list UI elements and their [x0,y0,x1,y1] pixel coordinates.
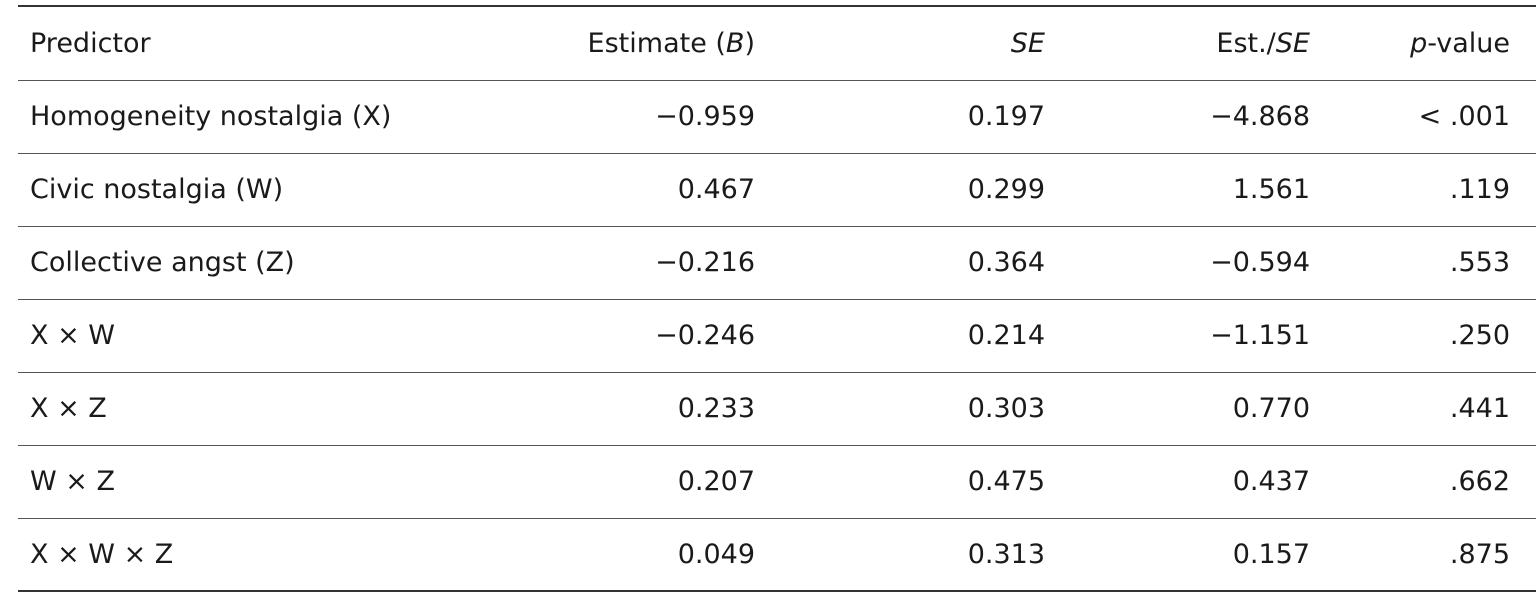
cell-est-se: 1.561 [1232,174,1310,205]
cell-se: 0.299 [967,174,1045,205]
cell-estimate: 0.207 [677,466,755,497]
cell-predictor: Homogeneity nostalgia (X) [30,101,392,132]
cell-p-value: .553 [1449,247,1510,278]
cell-estimate: 0.233 [677,393,755,424]
regression-table-container: Predictor Estimate (B) SE Est./SE p-valu… [18,5,1536,592]
header-estimate-prefix: Estimate ( [587,27,726,59]
cell-se: 0.197 [967,101,1045,132]
cell-estimate: 0.049 [677,538,755,570]
table-row: X × Z 0.233 0.303 0.770 .441 [18,372,1536,445]
cell-predictor: X × W [30,320,115,351]
table-row: Homogeneity nostalgia (X) −0.959 0.197 −… [18,80,1536,153]
regression-table: Predictor Estimate (B) SE Est./SE p-valu… [18,5,1536,592]
cell-estimate: −0.959 [655,101,755,132]
table-row: Civic nostalgia (W) 0.467 0.299 1.561 .1… [18,153,1536,226]
header-estimate-suffix: ) [744,27,755,59]
cell-p-value: < .001 [1418,101,1510,132]
cell-predictor: Collective angst (Z) [30,247,295,278]
cell-se: 0.364 [967,247,1045,278]
cell-p-value: .662 [1449,466,1510,497]
cell-estimate: 0.467 [677,174,755,205]
cell-est-se: −1.151 [1210,320,1310,351]
header-predictor: Predictor [30,27,151,59]
cell-predictor: Civic nostalgia (W) [30,174,284,205]
cell-est-se: −0.594 [1210,247,1310,278]
cell-estimate: −0.216 [655,247,755,278]
cell-p-value: .119 [1449,174,1510,205]
cell-se: 0.313 [967,538,1045,570]
header-estimate: Estimate (B) [510,6,807,80]
table-row: X × W −0.246 0.214 −1.151 .250 [18,299,1536,372]
header-est-se: Est./SE [1045,6,1310,80]
table-body: Homogeneity nostalgia (X) −0.959 0.197 −… [18,80,1536,591]
cell-predictor: X × W × Z [30,538,174,570]
cell-p-value: .250 [1449,320,1510,351]
header-row: Predictor Estimate (B) SE Est./SE p-valu… [18,6,1536,80]
cell-estimate: −0.246 [655,320,755,351]
cell-est-se: 0.157 [1232,538,1310,570]
table-header: Predictor Estimate (B) SE Est./SE p-valu… [18,6,1536,80]
header-est-se-symbol: SE [1275,27,1310,59]
header-se: SE [1010,27,1045,59]
cell-predictor: W × Z [30,466,115,497]
header-p-value: p-value [1310,6,1536,80]
header-estimate-symbol: B [725,27,745,59]
header-p-suffix: -value [1427,27,1510,59]
cell-se: 0.214 [967,320,1045,351]
cell-est-se: 0.770 [1232,393,1310,424]
cell-p-value: .441 [1449,393,1510,424]
cell-p-value: .875 [1449,538,1510,570]
cell-est-se: 0.437 [1232,466,1310,497]
table-row: Collective angst (Z) −0.216 0.364 −0.594… [18,226,1536,299]
cell-est-se: −4.868 [1210,101,1310,132]
cell-se: 0.475 [967,466,1045,497]
table-row: W × Z 0.207 0.475 0.437 .662 [18,445,1536,518]
table-row: X × W × Z 0.049 0.313 0.157 .875 [18,518,1536,591]
cell-predictor: X × Z [30,393,107,424]
header-est-se-prefix: Est./ [1216,27,1276,59]
header-p-symbol: p [1410,27,1428,59]
cell-se: 0.303 [967,393,1045,424]
